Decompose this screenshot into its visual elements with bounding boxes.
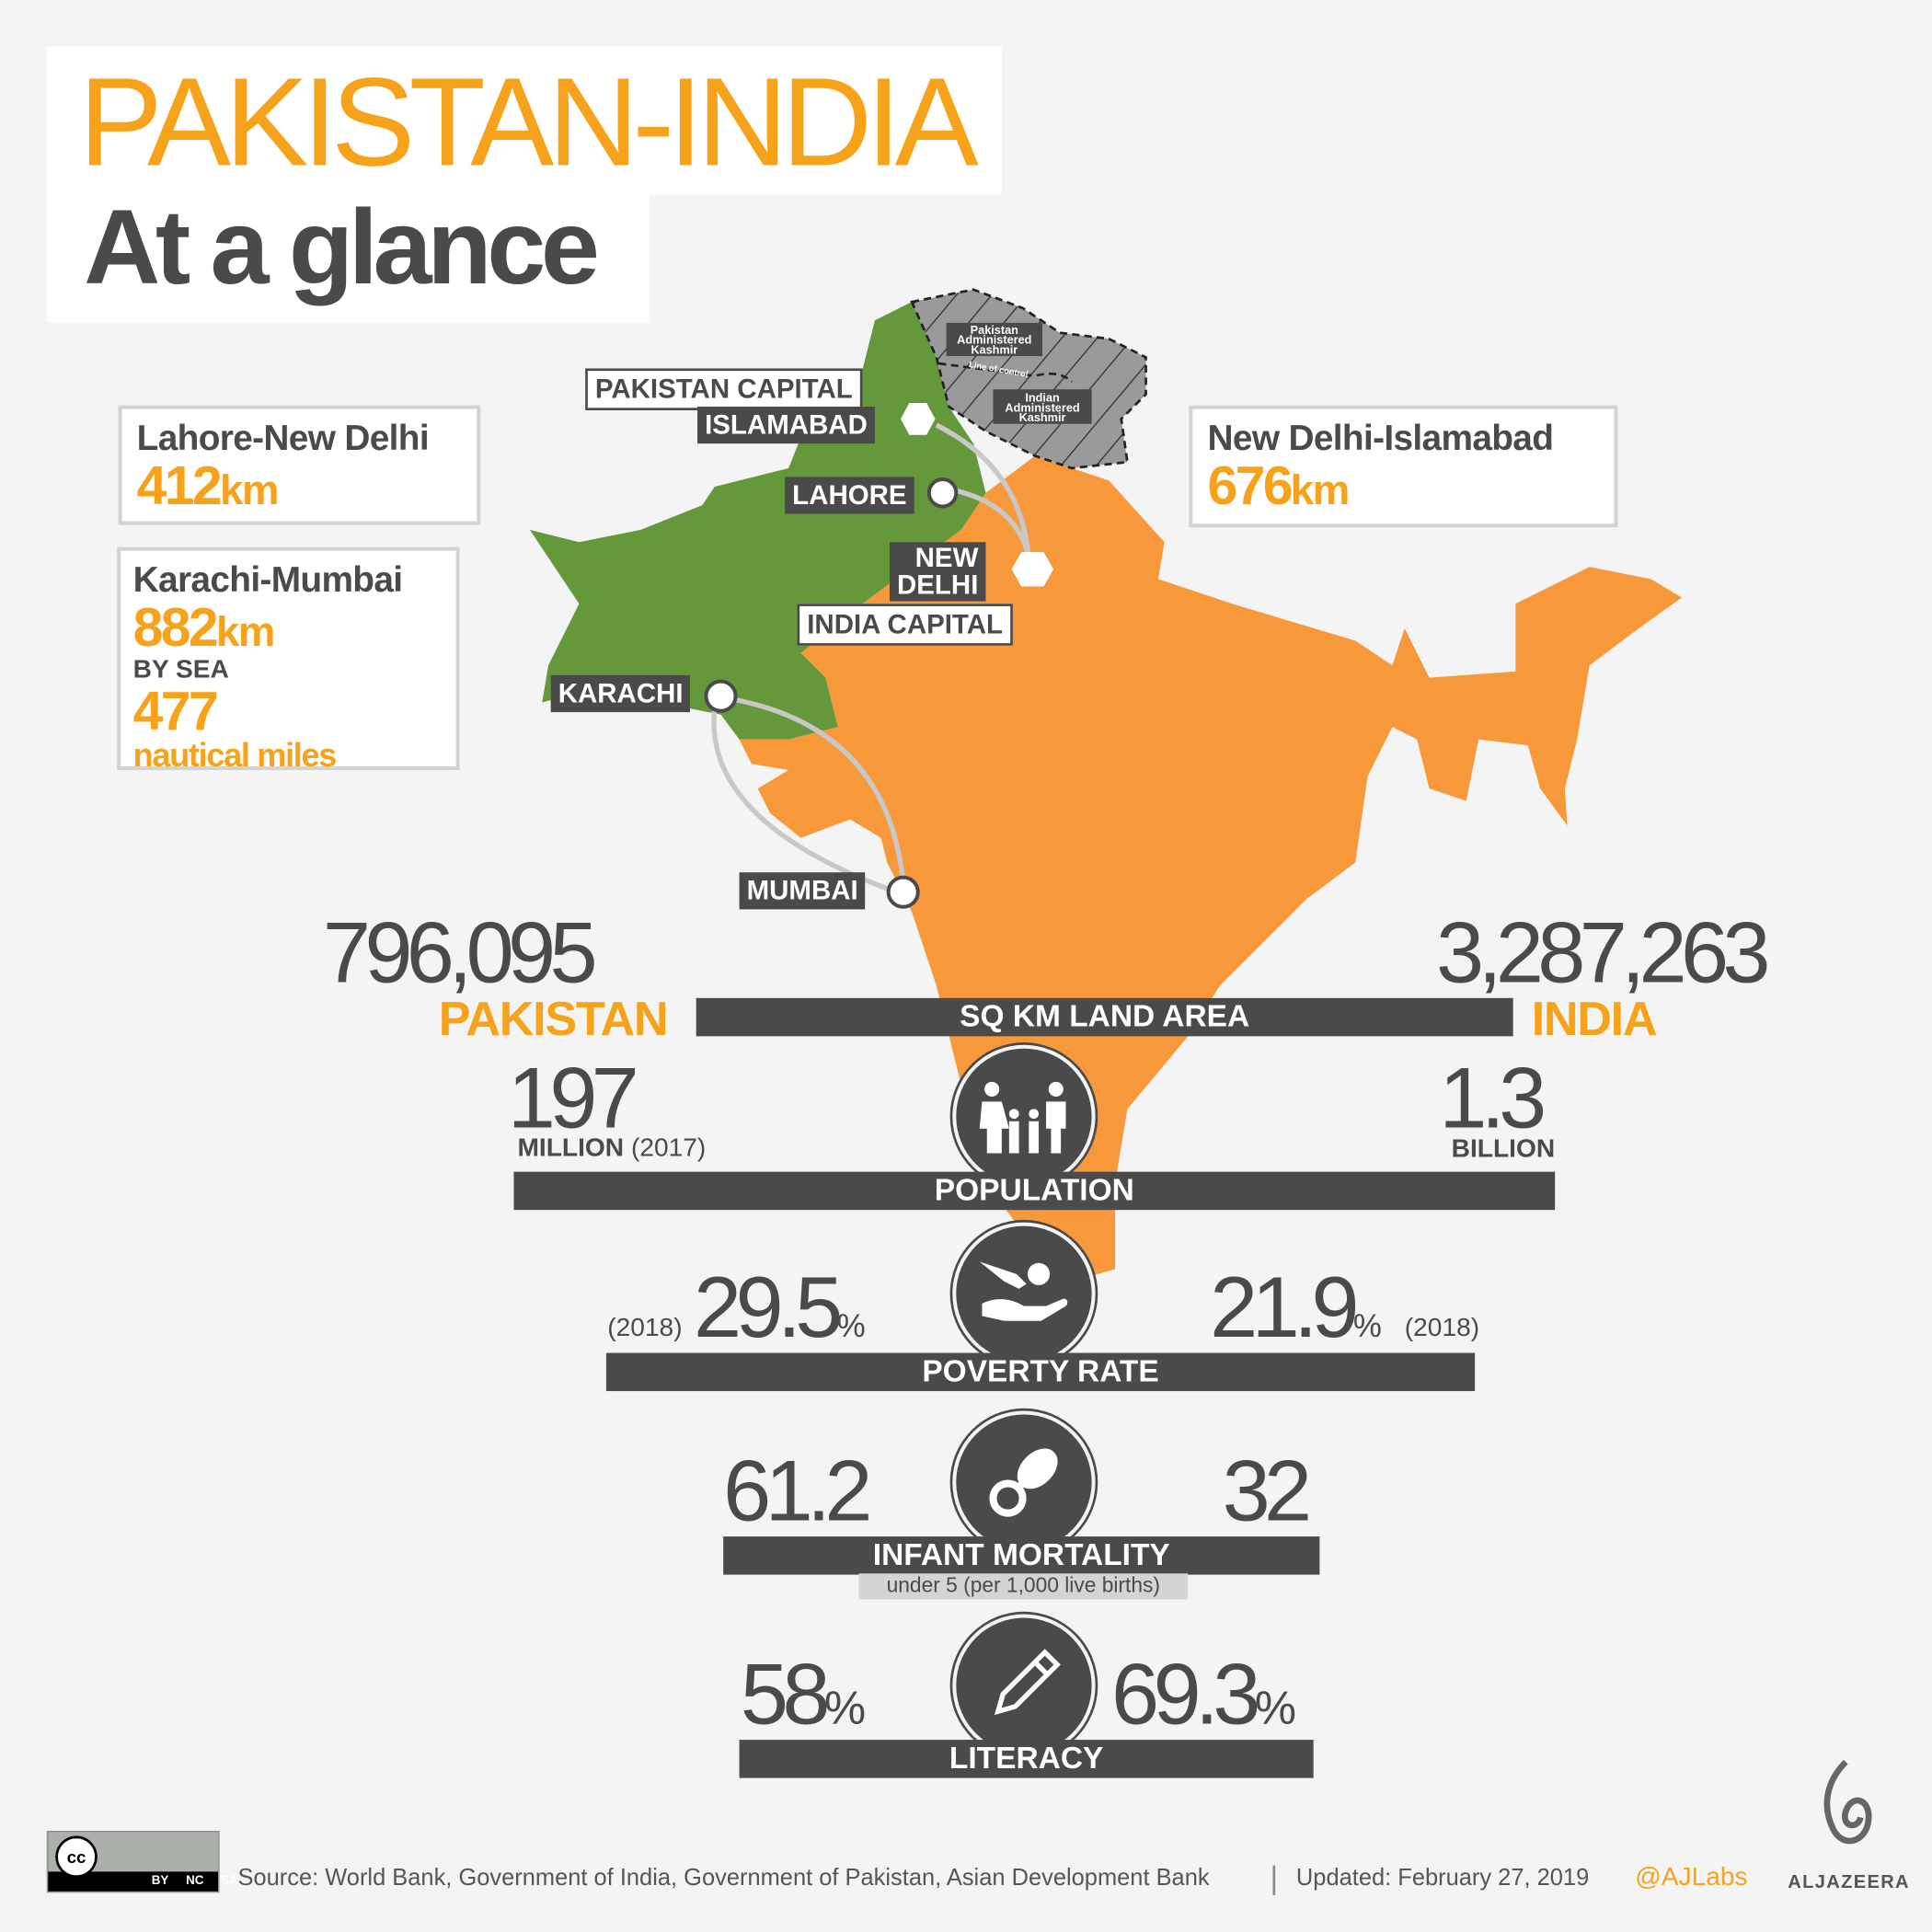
lahore-marker <box>926 477 959 509</box>
pakistan-capital-label: PAKISTAN CAPITAL <box>585 368 863 410</box>
distance-value: 412km <box>136 455 280 517</box>
mumbai-label: MUMBAI <box>739 872 866 910</box>
india-infant-mortality: 32 <box>1222 1443 1313 1539</box>
islamabad-marker <box>901 402 936 435</box>
india-label: INDIA <box>1531 993 1658 1047</box>
distance-label: Lahore-New Delhi <box>136 419 430 459</box>
pacifier-icon <box>956 1414 1092 1550</box>
land-area-bar: SQ KM LAND AREA <box>696 997 1513 1037</box>
sea-label: BY SEA <box>132 655 229 684</box>
lahore-delhi-box: Lahore-New Delhi 412km <box>118 405 481 525</box>
ajlabs-handle[interactable]: @AJLabs <box>1635 1863 1748 1892</box>
route-lines <box>711 422 1031 892</box>
hand-coin-icon <box>956 1225 1092 1362</box>
cc-icon: cc <box>55 1835 98 1879</box>
poverty-bar: POVERTY RATE <box>605 1352 1476 1392</box>
sea-value: 477 <box>132 681 219 742</box>
line-of-control <box>938 362 1074 384</box>
pakistan-literacy: 58% <box>740 1646 867 1742</box>
pakistan-land-area: 796,095 <box>322 904 598 1001</box>
infant-mortality-sublabel: under 5 (per 1,000 live births) <box>858 1573 1189 1600</box>
aljazeera-logo-icon <box>1823 1759 1872 1845</box>
distance-value: 882km <box>132 597 276 659</box>
karachi-mumbai-box: Karachi-Mumbai 882km BY SEA 477 nautical… <box>117 546 460 775</box>
india-literacy: 69.3% <box>1111 1646 1296 1742</box>
pakistan-poverty: 29.5% <box>694 1259 866 1356</box>
distance-label: Karachi-Mumbai <box>132 560 403 601</box>
source-text: Source: World Bank, Government of India,… <box>237 1865 1210 1892</box>
infant-mortality-bar: INFANT MORTALITY <box>723 1536 1320 1575</box>
pakistan-label: PAKISTAN <box>438 993 669 1047</box>
new-delhi-marker <box>1011 552 1054 587</box>
sea-unit: nautical miles <box>132 736 338 775</box>
aljazeera-brand: ALJAZEERA <box>1788 1871 1910 1893</box>
cc-license-badge[interactable]: cc BY NC SA <box>46 1831 238 1893</box>
lahore-label: LAHORE <box>785 477 914 514</box>
karachi-marker <box>704 679 738 713</box>
india-population: 1.3 <box>1439 1050 1547 1146</box>
india-population-unit: BILLION <box>1451 1134 1556 1164</box>
divider <box>1272 1865 1276 1895</box>
pakistan-poverty-year: (2018) <box>607 1313 683 1342</box>
family-icon <box>956 1048 1092 1185</box>
updated-text: Updated: February 27, 2019 <box>1295 1865 1590 1892</box>
india-poverty-year: (2018) <box>1404 1313 1480 1342</box>
pakistan-infant-mortality: 61.2 <box>723 1443 872 1539</box>
delhi-islamabad-box: New Delhi-Islamabad 676km <box>1189 405 1618 528</box>
india-land-area: 3,287,263 <box>1436 904 1771 1001</box>
population-bar: POPULATION <box>513 1171 1556 1211</box>
india-capital-label: INDIA CAPITAL <box>797 604 1013 646</box>
distance-value: 676km <box>1207 455 1351 517</box>
title-box <box>46 46 1002 195</box>
subtitle-box <box>46 194 650 323</box>
literacy-bar: LITERACY <box>739 1740 1314 1778</box>
pencil-icon <box>956 1617 1092 1754</box>
pakistan-population: 197 <box>507 1050 639 1146</box>
kashmir-pak-label: Pakistan Administered Kashmir <box>946 322 1043 356</box>
new-delhi-label: NEW DELHI <box>889 542 986 602</box>
license-terms: BY NC SA <box>151 1874 238 1888</box>
distance-label: New Delhi-Islamabad <box>1207 419 1554 459</box>
page-title: PAKISTAN-INDIA <box>78 52 979 192</box>
page-subtitle: At a glance <box>84 188 600 307</box>
mumbai-marker <box>886 875 920 909</box>
india-poverty: 21.9% <box>1210 1259 1382 1356</box>
pakistan-population-unit: MILLION (2017) <box>517 1133 707 1162</box>
kashmir-ind-label: Indian Administered Kashmir <box>993 389 1092 424</box>
karachi-label: KARACHI <box>550 674 691 713</box>
islamabad-label: ISLAMABAD <box>697 406 875 444</box>
